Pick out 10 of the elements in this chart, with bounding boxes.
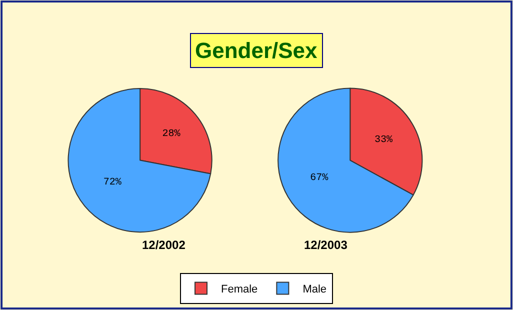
data-label: 67% <box>310 173 328 184</box>
text: 12/2002 <box>142 238 186 252</box>
text: 12/2003 <box>304 238 348 252</box>
legend-label: Male <box>302 284 327 296</box>
data-label: 72% <box>103 178 122 189</box>
text: Gender/Sex <box>195 38 318 63</box>
pie-slice <box>68 88 212 233</box>
legend-label: Female <box>221 284 258 296</box>
data-label: 33% <box>374 135 392 146</box>
data-label: 28% <box>162 128 180 140</box>
